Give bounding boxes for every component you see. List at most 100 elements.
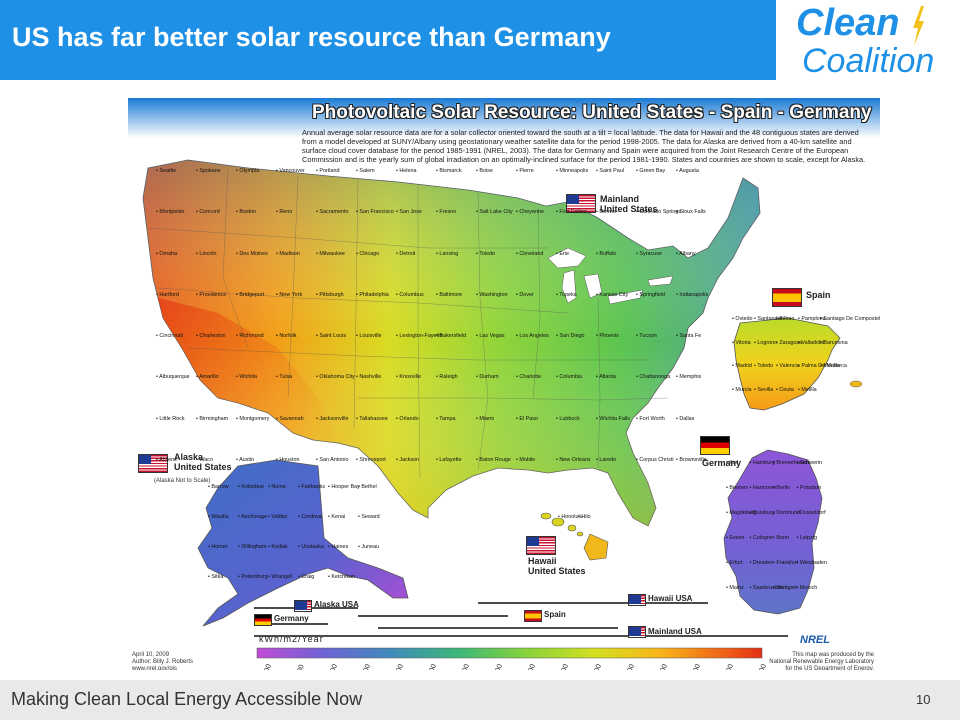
legend-tick: 1900 [558, 663, 570, 670]
city-label: • Helena [396, 168, 417, 174]
city-label: • Unalaska [298, 544, 324, 550]
city-label: • Anchorage [238, 514, 268, 520]
city-label: • Birmingham [196, 415, 229, 422]
city-label: • Toledo [754, 363, 774, 369]
city-label: • Norfolk [276, 333, 297, 339]
scale-spain-flag-icon [524, 610, 542, 622]
city-label: • Little Rock [156, 415, 185, 422]
city-label: • Bethel [358, 484, 377, 490]
city-label: • Tucson [636, 333, 657, 339]
city-label: • Charlotte [516, 374, 542, 381]
city-label: • Los Angeles [516, 333, 549, 339]
city-label: • Fresno [436, 209, 457, 216]
city-label: • San Antonio [316, 456, 349, 463]
city-label: • Valladolid [798, 339, 825, 346]
city-label: • Saint Louis [316, 333, 347, 339]
city-label: • Munich [796, 585, 818, 591]
logo-word-clean: Clean [796, 2, 900, 44]
city-label: • Topeka [556, 291, 577, 298]
city-label: • Indianapolis [676, 291, 709, 298]
city-label: • Kenai [328, 514, 346, 520]
spain-shape [733, 317, 863, 411]
city-label: • Orlando [396, 415, 419, 422]
map-graphic [128, 98, 880, 659]
alaska-note: (Alaska Not to Scale) [154, 478, 211, 484]
city-label: • Cincinnati [156, 333, 184, 339]
city-label: • Santa Fe [676, 333, 702, 339]
city-label: • Knoxville [396, 374, 421, 381]
city-label: • Logrono [754, 339, 778, 346]
us-flag-icon [566, 194, 596, 213]
city-label: • Magdeburg [726, 510, 757, 516]
city-label: • Duisburg [749, 510, 775, 516]
city-label: • Spokane [196, 168, 221, 174]
city-label: • Augusta [676, 168, 699, 174]
city-label: • Homer [208, 544, 228, 550]
city-label: • Vitoria [732, 339, 751, 346]
city-label: • Bilbao [776, 316, 795, 322]
hawaii-shape [540, 512, 609, 561]
city-label: • Washington [476, 291, 508, 298]
city-label: • San Jose [396, 209, 422, 216]
mainland-us-shape [142, 159, 761, 527]
city-label: • Ceuta [776, 386, 794, 393]
city-label: • Dusseldorf [796, 510, 826, 516]
city-label: • Bridgeport [236, 291, 265, 298]
city-label: • Bonn [773, 535, 789, 541]
city-label: • Amarillo [196, 374, 219, 381]
alaska-shape [197, 459, 409, 627]
city-label: • Minneapolis [556, 168, 589, 174]
city-label: • Merida [820, 363, 840, 369]
scale-label-alaska: Alaska USA [314, 600, 359, 609]
city-label: • Mainz [726, 585, 744, 591]
city-label: • Chicago [356, 250, 380, 257]
city-label: • Des Moines [236, 250, 268, 257]
legend-tick: 1400 [393, 663, 405, 670]
city-label: • Melilla [798, 386, 817, 393]
map-producer-note: This map was produced by the National Re… [769, 652, 874, 670]
scale-alaska-flag-icon [294, 600, 312, 612]
city-label: • Murcia [732, 386, 752, 393]
scale-label-spain: Spain [544, 610, 566, 619]
scale-hawaii-flag-icon [628, 594, 646, 606]
city-label: • Craig [298, 574, 315, 580]
city-label: • Zaragoza [776, 339, 803, 346]
city-label: • Wichita [236, 374, 258, 381]
city-label: • Concord [196, 209, 220, 216]
city-label: • Corpus Christi [636, 456, 674, 463]
city-label: • Reno [276, 209, 293, 216]
city-label: • Bismarck [436, 168, 462, 174]
city-label: • Houston [276, 456, 300, 463]
city-label: • Kodiak [268, 544, 288, 550]
city-label: • Jackson [396, 456, 420, 463]
legend-ticks: 1000 1100 1200 1300 1400 1500 1600 1700 … [257, 663, 768, 670]
city-label: • Fort Collins [556, 209, 587, 216]
city-label: • San Francisco [356, 209, 394, 216]
city-label: • Green Bay [636, 168, 666, 174]
nrel-logo: NREL [800, 634, 830, 646]
scale-bars [254, 602, 788, 637]
city-label: • Salt Lake City [476, 209, 513, 216]
city-label: • Schwerin [796, 460, 823, 466]
city-label: • Nome [268, 484, 286, 490]
city-label: • Cordova [298, 514, 322, 520]
city-label: • Vancouver [276, 168, 305, 174]
city-label: • Savannah [276, 415, 304, 422]
city-label: • Phoenix [596, 333, 619, 339]
city-label: • Bakersfield [436, 333, 467, 339]
city-label: • Saarbrucken [749, 585, 784, 591]
city-label: • Charleston [196, 333, 226, 339]
city-label: • Cleveland [516, 250, 544, 257]
legend-tick: 1600 [459, 663, 471, 670]
city-label: • Waco [196, 456, 213, 463]
legend-tick: 1000 [261, 663, 273, 670]
city-label: • Syracuse [636, 250, 662, 257]
clean-coalition-logo: Clean Coalition [782, 2, 960, 82]
city-label: • Montgomery [236, 415, 270, 422]
city-label: • Lansing [436, 250, 459, 257]
city-label: • Oklahoma City [316, 374, 355, 381]
city-label: • Valdez [268, 514, 288, 520]
city-label: • Buffalo [596, 250, 617, 257]
city-label: • Providence [196, 291, 227, 298]
scale-germany-flag-icon [254, 614, 272, 626]
